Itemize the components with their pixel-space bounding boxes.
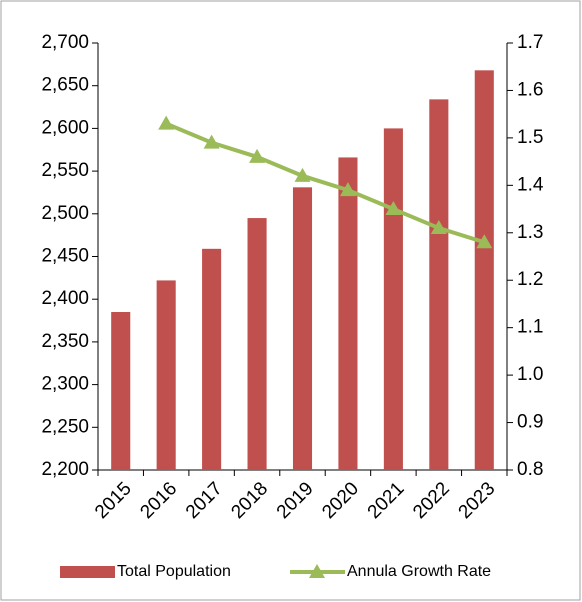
y-tick-label: 2,600 xyxy=(41,117,89,138)
y2-tick-label: 0.9 xyxy=(517,412,543,433)
y-tick-label: 2,400 xyxy=(41,288,89,309)
marker xyxy=(339,182,356,197)
marker xyxy=(249,148,266,163)
y2-tick-label: 1.4 xyxy=(517,174,544,195)
bar xyxy=(338,157,358,470)
y2-tick-label: 1.7 xyxy=(517,32,543,53)
y2-tick-label: 1.6 xyxy=(517,79,543,100)
legend-swatch xyxy=(60,566,115,578)
marker xyxy=(203,134,220,149)
y-tick-label: 2,700 xyxy=(41,32,89,53)
y-tick-label: 2,300 xyxy=(41,374,89,395)
bar xyxy=(202,248,222,470)
y-tick-label: 2,200 xyxy=(41,459,89,480)
legend-label: Annula Growth Rate xyxy=(347,563,491,580)
y-tick-label: 2,450 xyxy=(41,246,89,267)
legend-label: Total Population xyxy=(117,563,231,580)
bar xyxy=(474,70,494,470)
y-tick-label: 2,650 xyxy=(41,75,89,96)
y2-tick-label: 1.0 xyxy=(517,364,543,385)
bar xyxy=(292,187,313,471)
y2-tick-label: 1.2 xyxy=(517,269,543,290)
line xyxy=(165,121,485,245)
y2-tick-label: 1.1 xyxy=(517,317,543,338)
marker xyxy=(476,234,493,249)
bar xyxy=(383,128,403,470)
y-tick-label: 2,500 xyxy=(41,203,89,224)
y2-tick-label: 1.5 xyxy=(517,127,543,148)
marker xyxy=(385,201,402,216)
bar xyxy=(429,99,449,470)
marker xyxy=(430,220,447,235)
marker xyxy=(158,115,175,130)
y-tick-label: 2,350 xyxy=(41,331,89,352)
marker xyxy=(294,167,311,182)
bar xyxy=(247,218,267,470)
y-tick-label: 2,250 xyxy=(41,416,89,437)
y-tick-label: 2,550 xyxy=(41,160,89,181)
bar xyxy=(156,280,176,470)
y2-tick-label: 1.3 xyxy=(517,222,543,243)
bar xyxy=(111,312,131,470)
y2-tick-label: 0.8 xyxy=(517,459,543,480)
legend-marker xyxy=(309,564,325,578)
